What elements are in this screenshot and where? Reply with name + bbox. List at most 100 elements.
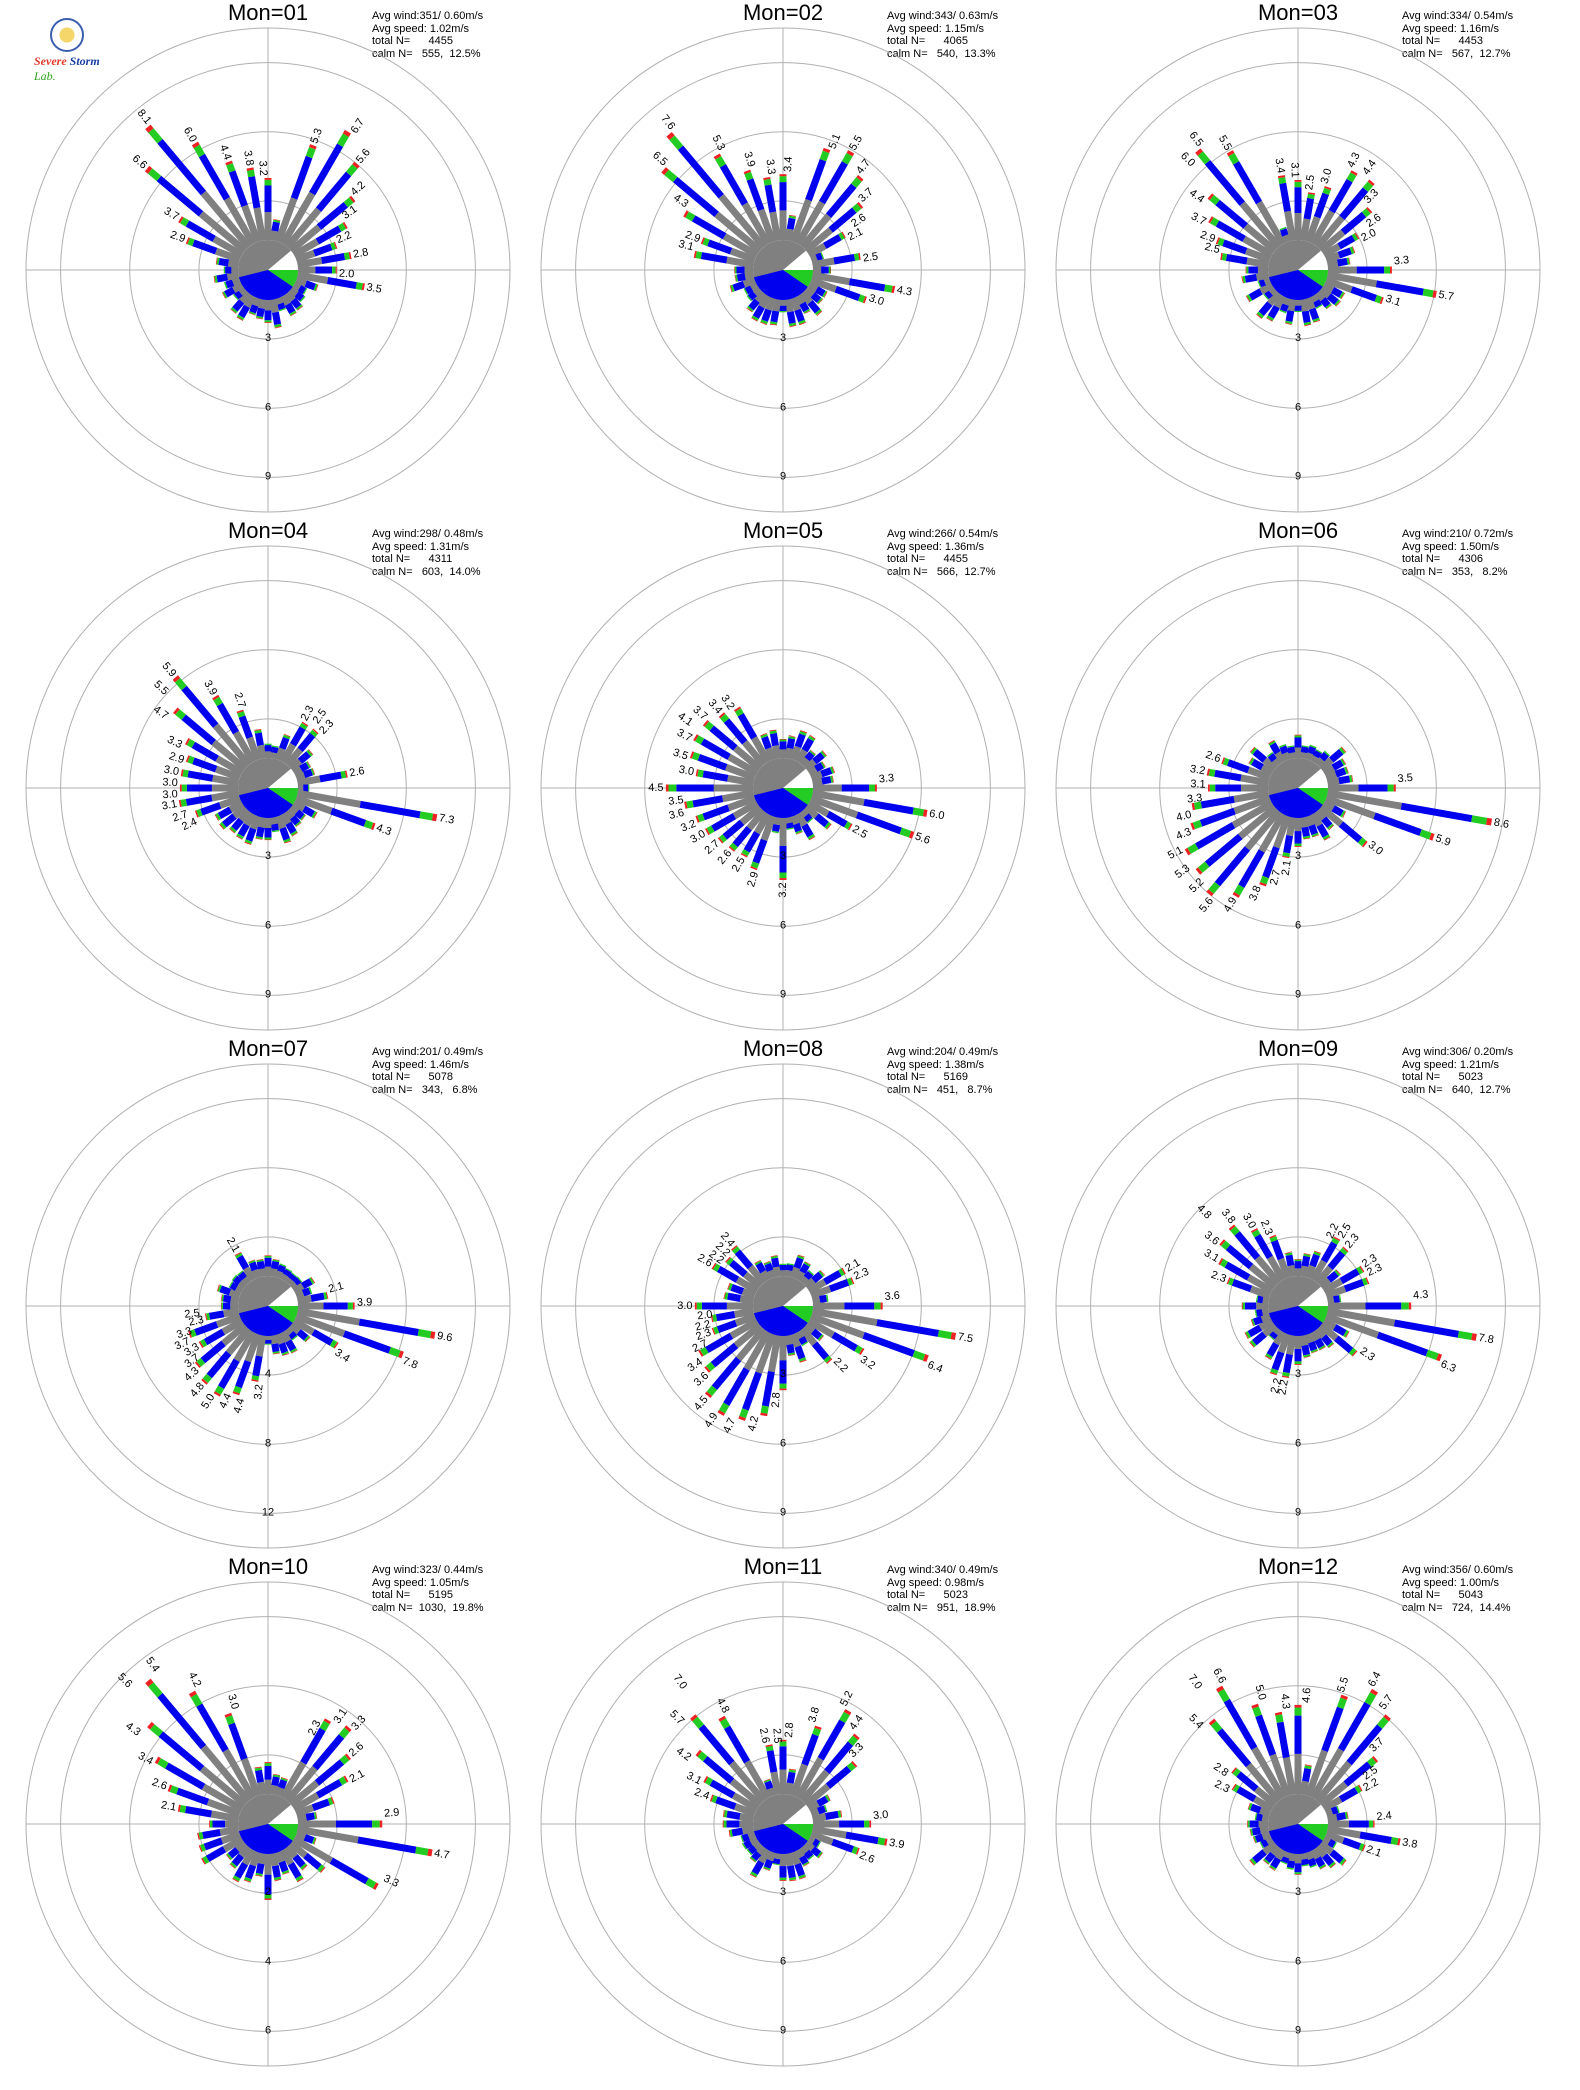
petal-segment: [1301, 826, 1310, 837]
petal-segment: [766, 1269, 776, 1279]
petal-segment: [1248, 1803, 1253, 1811]
petal-segment: [747, 305, 754, 313]
petal-segment: [330, 1796, 335, 1804]
petal-segment: [1288, 1852, 1297, 1862]
petal-segment: [232, 730, 257, 764]
petal-segment: [809, 734, 816, 740]
stat-avg-wind: Avg wind:340/ 0.49m/s: [887, 1564, 999, 1576]
petal-segment: [251, 1268, 261, 1279]
petal-segment: [807, 242, 827, 259]
petal-segment: [734, 706, 741, 712]
petal-segment: [213, 723, 252, 768]
petal-segment: [1307, 1857, 1317, 1867]
petal-segment: [270, 823, 279, 832]
panel-title: Mon=08: [742, 1036, 824, 1061]
petal-segment: [1251, 1827, 1261, 1836]
petal-label: 3.3: [764, 159, 778, 176]
petal-segment: [744, 1760, 772, 1800]
petal-segment: [1221, 253, 1228, 261]
petal-label: 4.8: [714, 1696, 732, 1715]
petal-segment: [285, 1268, 293, 1273]
petal-label: 2.1: [224, 1235, 242, 1254]
petal-segment: [212, 774, 240, 787]
petal-segment: [235, 1360, 252, 1389]
petal-label: 6.4: [1366, 1670, 1384, 1689]
petal-label: 4.3: [375, 822, 393, 839]
petal-segment: [296, 789, 361, 808]
petal-segment: [1358, 1784, 1363, 1792]
petal-segment: [226, 163, 236, 173]
petal-label: 3.7: [675, 727, 694, 745]
petal-segment: [192, 239, 218, 255]
ring-label: 6: [1295, 1437, 1301, 1449]
petal-segment: [742, 277, 756, 288]
ring-label: 9: [1295, 2024, 1301, 2036]
petal-segment: [1299, 1265, 1309, 1278]
petal-segment: [189, 1329, 197, 1338]
petal-segment: [223, 1307, 240, 1318]
petal-segment: [329, 1339, 338, 1348]
petal-segment: [814, 762, 825, 773]
stats-box: Avg wind:201/ 0.49m/s Avg speed: 1.46m/s t…: [372, 1046, 532, 1096]
petal-segment: [1318, 1277, 1332, 1290]
petal-segment: [807, 1278, 827, 1295]
petal-segment: [884, 284, 893, 293]
petal-segment: [731, 1792, 759, 1813]
petal-segment: [299, 722, 308, 730]
petal-segment: [1304, 1851, 1315, 1861]
petal-segment: [735, 1326, 767, 1362]
stat-total-n: total N= 5043: [1402, 1589, 1484, 1601]
petal-segment: [1332, 1841, 1337, 1849]
petal-label: 6.0: [181, 125, 199, 144]
petal-segment: [716, 1319, 738, 1333]
petal-segment: [811, 1296, 821, 1305]
petal-segment: [752, 305, 765, 319]
petal-label: 3.4: [136, 1750, 155, 1768]
petal-segment: [309, 729, 318, 738]
petal-label: 3.1: [684, 1770, 703, 1788]
petal-segment: [788, 1876, 797, 1881]
petal-segment: [344, 1725, 352, 1733]
calm-pie: [753, 1276, 813, 1336]
petal-segment: [716, 1265, 740, 1283]
petal-segment: [771, 1257, 780, 1268]
petal-segment: [1265, 1835, 1274, 1845]
petal-segment: [1338, 1787, 1359, 1803]
petal-segment: [1314, 290, 1326, 302]
petal-segment: [1253, 1836, 1258, 1844]
petal-segment: [821, 750, 827, 757]
petal-segment: [1283, 834, 1294, 854]
stat-avg-speed: Avg speed: 0.98m/s: [887, 1576, 985, 1589]
calm-pie: [238, 1276, 299, 1336]
petal-segment: [1267, 752, 1278, 763]
petal-segment: [1331, 1237, 1340, 1245]
petal-segment: [1262, 1840, 1278, 1855]
petal-segment: [672, 176, 719, 217]
petal-segment: [271, 221, 280, 232]
petal-label: 3.0: [867, 292, 885, 308]
petal-segment: [337, 222, 347, 232]
petal-segment: [838, 232, 845, 241]
petal-segment: [763, 1866, 771, 1871]
petal-segment: [1361, 208, 1371, 218]
petal-segment: [1251, 1746, 1287, 1800]
petal-segment: [1350, 286, 1377, 302]
petal-segment: [728, 846, 736, 852]
petal-segment: [1259, 1825, 1270, 1835]
petal-segment: [786, 1865, 796, 1879]
petal-segment: [1233, 795, 1271, 815]
petal-label: 3.0: [225, 1693, 241, 1711]
petal-segment: [697, 1751, 708, 1762]
petal-label: 4.4: [217, 143, 234, 161]
petal-segment: [305, 761, 311, 769]
petal-segment: [292, 1317, 315, 1336]
petal-segment: [722, 233, 759, 259]
petal-segment: [1390, 1837, 1399, 1846]
petal-segment: [1299, 752, 1308, 760]
petal-segment: [825, 1765, 852, 1789]
petal-segment: [333, 1341, 339, 1349]
petal-segment: [238, 286, 248, 296]
petal-segment: [300, 1278, 313, 1290]
wind-rose-panel: Mon=10 Avg wind:323/ 0.44m/s Avg speed: 1.…: [10, 1554, 526, 2070]
petal-segment: [664, 169, 678, 183]
